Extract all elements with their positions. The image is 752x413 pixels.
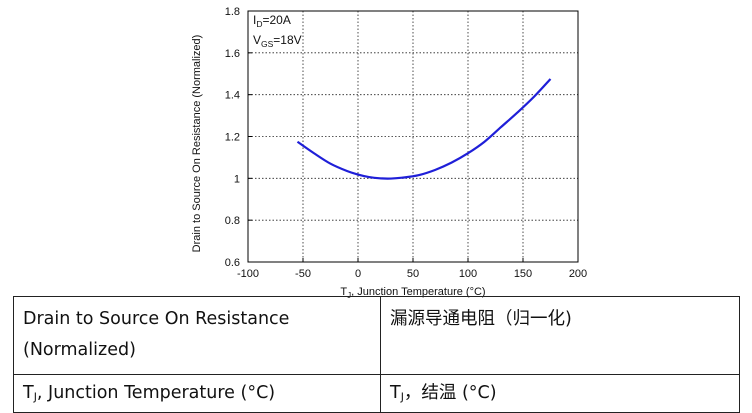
grid-lines [248,11,578,262]
x-tick-label: -50 [295,268,311,280]
x-tick-label: 100 [459,268,477,280]
table-cell: TJ, Junction Temperature (°C) [13,374,381,413]
x-tick-labels: -100 -50 0 50 100 150 200 [237,268,587,280]
y-tick-label: 1 [234,173,240,185]
y-tick-label: 1.6 [225,48,240,60]
chart: -100 -50 0 50 100 150 200 0.60.811.21.41.61.8 … [191,6,587,300]
x-tick-label: 200 [569,268,587,280]
table-cell: TJ，结温 (°C) [380,374,740,413]
x-axis-label: TJ, Junction Temperature (°C) [340,286,485,300]
y-tick-labels: 0.6 0.8 1 1.2 1.4 1.6 1.8 [225,6,240,269]
x-tick-label: 50 [407,268,419,280]
x-tick-label: 0 [355,268,361,280]
label-translation-table: Drain to Source On Resistance (Normalize… [13,296,740,413]
y-tick-label: 1.8 [225,6,240,18]
y-axis-label: Drain to Source On Resistance (Normalize… [191,35,203,253]
annotation-current: ID=20A [253,13,291,29]
annotation-voltage: VGS=18V [253,33,302,49]
series-line [296,78,552,180]
table-row: Drain to Source On Resistance (Normalize… [13,296,740,375]
tick-marks [247,10,579,263]
x-tick-label: 150 [514,268,532,280]
x-tick-label: -100 [237,268,259,280]
y-tick-label: 0.8 [225,215,240,227]
y-tick-label: 1.2 [225,132,240,144]
table-cell: Drain to Source On Resistance (Normalize… [13,296,381,375]
table-cell: 漏源导通电阻（归一化) [380,296,740,375]
y-tick-label: 1.4 [225,90,240,102]
y-tick-label: 0.6 [225,257,240,269]
table-row: TJ, Junction Temperature (°C) TJ，结温 (°C) [13,374,740,413]
